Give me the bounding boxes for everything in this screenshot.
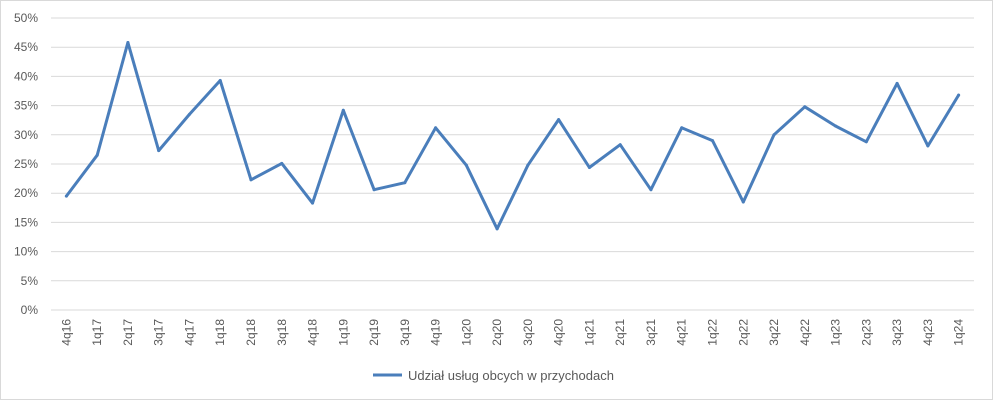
x-tick-label: 2q21	[613, 319, 627, 346]
legend: Udział usług obcych w przychodach	[373, 368, 614, 383]
data-point	[772, 133, 776, 137]
gridlines	[51, 17, 974, 311]
y-axis-ticks: 0% 5% 10% 15% 20% 25% 30% 35% 40% 45% 50%	[14, 11, 38, 317]
data-point	[126, 41, 130, 45]
data-point	[864, 140, 868, 144]
data-point	[434, 126, 438, 130]
x-tick-label: 1q24	[952, 319, 966, 346]
y-tick-label: 5%	[21, 274, 39, 288]
x-tick-label: 1q23	[829, 319, 843, 346]
data-point	[803, 105, 807, 109]
data-point	[834, 124, 838, 128]
data-point	[957, 93, 961, 97]
x-tick-label: 4q18	[306, 319, 320, 346]
x-tick-label: 4q17	[182, 319, 196, 346]
data-point	[495, 227, 499, 231]
data-point	[557, 118, 561, 122]
x-tick-label: 4q16	[59, 319, 73, 346]
x-tick-label: 3q17	[152, 319, 166, 346]
y-tick-label: 0%	[21, 303, 39, 317]
y-tick-label: 20%	[14, 186, 38, 200]
x-tick-label: 2q18	[244, 319, 258, 346]
x-tick-label: 1q20	[459, 319, 473, 346]
y-tick-label: 35%	[14, 99, 38, 113]
data-point	[249, 178, 253, 182]
y-tick-label: 25%	[14, 157, 38, 171]
x-tick-label: 1q19	[336, 319, 350, 346]
data-point	[218, 78, 222, 82]
data-point	[95, 153, 99, 157]
x-tick-label: 2q22	[736, 319, 750, 346]
data-point	[741, 200, 745, 204]
data-point	[157, 149, 161, 153]
data-point	[372, 188, 376, 192]
data-point	[64, 194, 68, 198]
x-tick-label: 2q17	[121, 319, 135, 346]
x-tick-label: 4q22	[798, 319, 812, 346]
x-tick-label: 1q21	[582, 319, 596, 346]
y-tick-label: 30%	[14, 128, 38, 142]
x-tick-label: 2q23	[859, 319, 873, 346]
x-tick-label: 2q19	[367, 319, 381, 346]
x-tick-label: 3q22	[767, 319, 781, 346]
data-point	[680, 126, 684, 130]
x-tick-label: 3q20	[521, 319, 535, 346]
data-point	[464, 163, 468, 167]
data-point	[280, 161, 284, 165]
y-tick-label: 40%	[14, 69, 38, 83]
x-tick-label: 3q23	[890, 319, 904, 346]
data-point	[187, 112, 191, 116]
x-tick-label: 4q20	[552, 319, 566, 346]
series-layer	[64, 41, 961, 231]
y-tick-label: 15%	[14, 215, 38, 229]
data-point	[526, 163, 530, 167]
data-point	[895, 81, 899, 85]
data-point	[403, 181, 407, 185]
data-point	[926, 144, 930, 148]
x-tick-label: 1q17	[90, 319, 104, 346]
data-point	[618, 143, 622, 147]
x-tick-label: 4q21	[675, 319, 689, 346]
x-tick-label: 2q20	[490, 319, 504, 346]
y-tick-label: 50%	[14, 11, 38, 25]
x-tick-label: 3q21	[644, 319, 658, 346]
x-tick-label: 1q18	[213, 319, 227, 346]
x-tick-label: 3q19	[398, 319, 412, 346]
data-point	[710, 139, 714, 143]
y-tick-label: 45%	[14, 40, 38, 54]
data-point	[341, 108, 345, 112]
data-point	[311, 201, 315, 205]
x-tick-label: 3q18	[275, 319, 289, 346]
data-point	[587, 166, 591, 170]
series-line	[64, 41, 961, 231]
legend-label: Udział usług obcych w przychodach	[408, 368, 614, 383]
x-tick-label: 4q19	[429, 319, 443, 346]
x-tick-label: 4q23	[921, 319, 935, 346]
data-point	[649, 188, 653, 192]
x-axis-ticks: 4q16 1q17 2q17 3q17 4q17 1q18 2q18 3q18 4q18 1q19…	[59, 319, 965, 346]
y-tick-label: 10%	[14, 245, 38, 259]
x-tick-label: 1q22	[705, 319, 719, 346]
